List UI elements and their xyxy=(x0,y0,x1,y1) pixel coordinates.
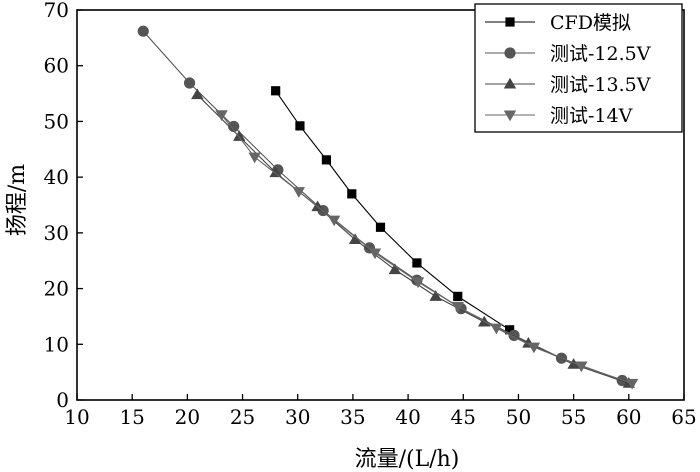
x-tick-label: 20 xyxy=(175,405,200,429)
series-1 xyxy=(271,86,515,335)
chart-marks xyxy=(137,25,639,390)
x-tick-label: 65 xyxy=(671,405,696,429)
legend-label: CFD模拟 xyxy=(550,12,631,34)
data-point xyxy=(191,88,204,100)
legend-item: 测试-13.5V xyxy=(485,74,651,96)
legend-item: CFD模拟 xyxy=(485,12,631,34)
data-point xyxy=(348,233,362,245)
y-tick-label: 50 xyxy=(44,109,69,133)
data-point xyxy=(215,110,228,121)
y-tick-label: 30 xyxy=(44,221,69,245)
series-3 xyxy=(191,88,636,388)
x-tick-label: 55 xyxy=(561,405,586,429)
data-point xyxy=(292,187,306,198)
legend-label: 测试-14V xyxy=(550,105,633,127)
data-point xyxy=(137,25,149,37)
legend-label: 测试-12.5V xyxy=(550,43,651,65)
data-point xyxy=(228,120,240,133)
legend-marker xyxy=(505,17,515,27)
x-axis-title: 流量/(L/h) xyxy=(355,447,460,472)
data-point xyxy=(311,200,324,212)
data-point xyxy=(451,301,464,313)
legend-marker xyxy=(503,77,517,89)
data-point xyxy=(453,291,463,301)
x-tick-label: 60 xyxy=(616,405,641,429)
legend-label: 测试-13.5V xyxy=(550,74,651,96)
data-point xyxy=(321,155,332,165)
data-point xyxy=(388,263,402,275)
data-point xyxy=(527,342,541,354)
x-tick-label: 10 xyxy=(64,405,89,429)
data-point xyxy=(412,258,422,268)
data-point xyxy=(375,222,386,232)
legend-item: 测试-12.5V xyxy=(485,43,651,65)
data-point xyxy=(271,86,281,96)
data-point xyxy=(505,325,515,335)
plot-area-border xyxy=(76,9,685,401)
y-tick-label: 20 xyxy=(44,277,69,301)
data-point xyxy=(183,77,196,89)
legend-item: 测试-14V xyxy=(485,105,633,127)
data-point xyxy=(625,378,639,390)
data-point xyxy=(490,323,503,335)
y-tick-label: 10 xyxy=(44,332,69,356)
data-point xyxy=(269,166,282,178)
legend-marker xyxy=(503,110,517,122)
series-line xyxy=(196,94,629,384)
data-point xyxy=(327,215,341,227)
series-4 xyxy=(215,110,639,390)
x-tick-label: 15 xyxy=(119,405,144,429)
y-tick-label: 40 xyxy=(44,165,69,189)
series-line xyxy=(221,114,633,384)
x-tick-label: 45 xyxy=(451,405,476,429)
data-point xyxy=(368,248,382,260)
y-tick-label: 0 xyxy=(56,388,69,412)
x-tick-label: 35 xyxy=(340,405,365,429)
x-tick-label: 25 xyxy=(230,405,255,429)
y-tick-label: 70 xyxy=(44,0,69,22)
x-tick-label: 40 xyxy=(395,405,420,429)
data-point xyxy=(248,152,261,164)
data-point xyxy=(429,290,442,301)
data-point xyxy=(411,277,425,289)
x-tick-label: 30 xyxy=(285,405,310,429)
y-tick-label: 60 xyxy=(44,54,69,78)
y-axis-title: 扬程/m xyxy=(5,164,30,236)
legend-marker xyxy=(504,47,516,59)
data-point xyxy=(233,130,246,141)
data-point xyxy=(347,189,357,199)
series-line xyxy=(275,90,510,331)
data-point xyxy=(295,121,305,131)
data-point xyxy=(575,361,588,373)
plot-frame xyxy=(76,9,685,401)
x-tick-label: 50 xyxy=(506,405,531,429)
